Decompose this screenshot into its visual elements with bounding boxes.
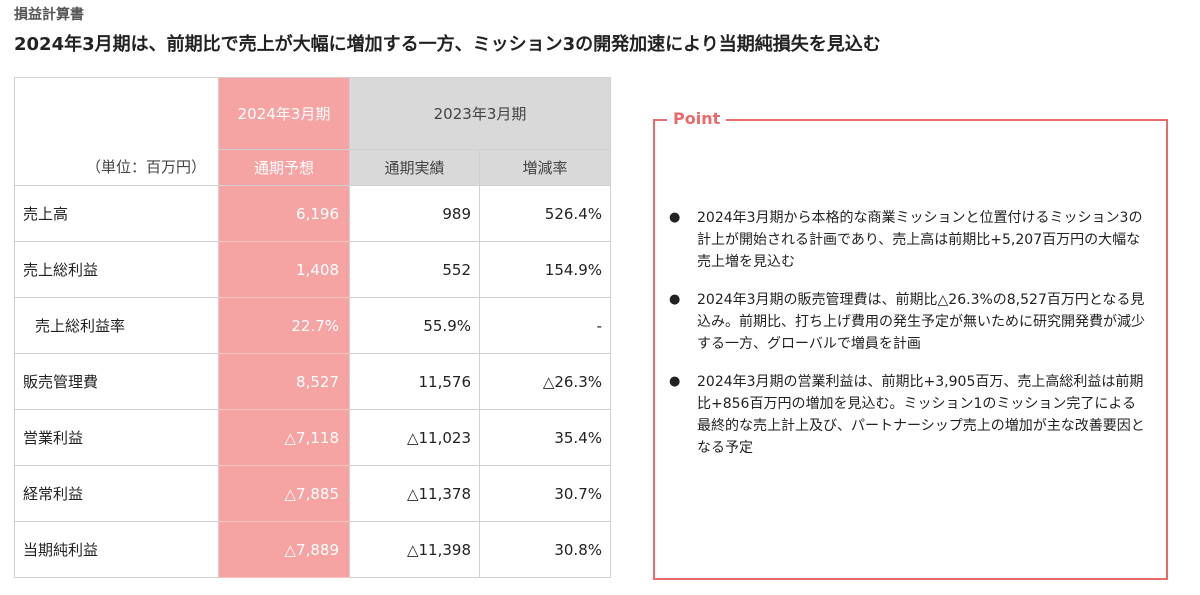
bullet-dot-icon: ● xyxy=(669,210,681,225)
change-value: △26.3% xyxy=(479,353,611,410)
actual-value: 11,576 xyxy=(349,353,480,410)
actual-value: 989 xyxy=(349,185,480,242)
forecast-value: 1,408 xyxy=(218,241,350,298)
forecast-label-header: 通期予想 xyxy=(218,149,350,186)
table-row: 営業利益 △7,118 △11,023 35.4% xyxy=(14,409,611,466)
table-row: 売上高 6,196 989 526.4% xyxy=(14,185,611,242)
forecast-value: △7,889 xyxy=(218,521,350,578)
row-label: 売上総利益 xyxy=(14,241,219,298)
actual-value: △11,378 xyxy=(349,465,480,522)
bullet-text: 2024年3月期の営業利益は、前期比+3,905百万、売上高総利益は前期比+85… xyxy=(697,374,1145,456)
point-bullet-list: ● 2024年3月期から本格的な商業ミッションと位置付けるミッション3の計上が開… xyxy=(669,207,1149,475)
prev-year-header: 2023年3月期 xyxy=(349,77,611,150)
row-label: 当期純利益 xyxy=(14,521,219,578)
forecast-value: 8,527 xyxy=(218,353,350,410)
unit-label: （単位：百万円） xyxy=(14,77,219,186)
actual-value: △11,023 xyxy=(349,409,480,466)
row-label: 経常利益 xyxy=(14,465,219,522)
forecast-value: △7,118 xyxy=(218,409,350,466)
forecast-year-header: 2024年3月期 xyxy=(218,77,350,150)
forecast-value: 22.7% xyxy=(218,297,350,354)
page-title: 2024年3月期は、前期比で売上が大幅に増加する一方、ミッション3の開発加速によ… xyxy=(14,34,881,55)
forecast-value: 6,196 xyxy=(218,185,350,242)
change-value: 154.9% xyxy=(479,241,611,298)
prev-actual-header: 通期実績 xyxy=(349,149,480,186)
list-item: ● 2024年3月期の営業利益は、前期比+3,905百万、売上高総利益は前期比+… xyxy=(669,371,1149,459)
table-row: 当期純利益 △7,889 △11,398 30.8% xyxy=(14,521,611,578)
table-row: 売上総利益率 22.7% 55.9% - xyxy=(14,297,611,354)
row-label: 販売管理費 xyxy=(14,353,219,410)
bullet-dot-icon: ● xyxy=(669,292,681,307)
point-title: Point xyxy=(667,109,727,129)
change-value: 30.8% xyxy=(479,521,611,578)
income-statement-table: （単位：百万円） 2024年3月期 2023年3月期 通期予想 通期実績 増減率… xyxy=(14,77,611,578)
point-box: Point ● 2024年3月期から本格的な商業ミッションと位置付けるミッション… xyxy=(653,109,1168,580)
row-label: 売上高 xyxy=(14,185,219,242)
bullet-text: 2024年3月期から本格的な商業ミッションと位置付けるミッション3の計上が開始さ… xyxy=(697,210,1143,270)
change-value: 526.4% xyxy=(479,185,611,242)
list-item: ● 2024年3月期の販売管理費は、前期比△26.3%の8,527百万円となる見… xyxy=(669,289,1149,355)
row-label: 営業利益 xyxy=(14,409,219,466)
change-value: 35.4% xyxy=(479,409,611,466)
forecast-value: △7,885 xyxy=(218,465,350,522)
row-label: 売上総利益率 xyxy=(14,297,219,354)
list-item: ● 2024年3月期から本格的な商業ミッションと位置付けるミッション3の計上が開… xyxy=(669,207,1149,273)
actual-value: 55.9% xyxy=(349,297,480,354)
section-label: 損益計算書 xyxy=(14,7,84,23)
table-row: 売上総利益 1,408 552 154.9% xyxy=(14,241,611,298)
actual-value: 552 xyxy=(349,241,480,298)
change-value: - xyxy=(479,297,611,354)
bullet-dot-icon: ● xyxy=(669,374,681,389)
table-header-row-1: （単位：百万円） 2024年3月期 2023年3月期 xyxy=(14,77,611,186)
change-value: 30.7% xyxy=(479,465,611,522)
table-header-row-2: 通期予想 通期実績 増減率 xyxy=(15,149,611,186)
table-row: 販売管理費 8,527 11,576 △26.3% xyxy=(14,353,611,410)
actual-value: △11,398 xyxy=(349,521,480,578)
bullet-text: 2024年3月期の販売管理費は、前期比△26.3%の8,527百万円となる見込み… xyxy=(697,292,1145,352)
table-row: 経常利益 △7,885 △11,378 30.7% xyxy=(14,465,611,522)
change-rate-header: 増減率 xyxy=(479,149,611,186)
